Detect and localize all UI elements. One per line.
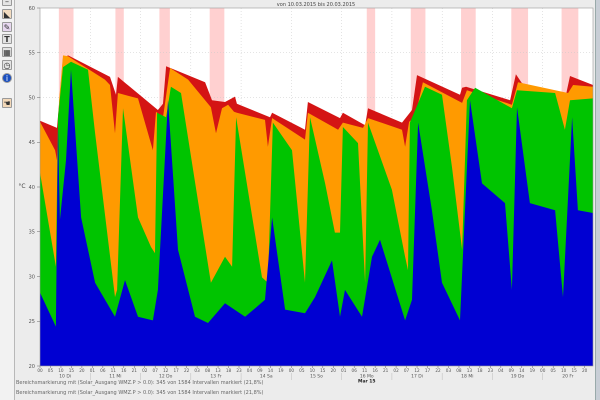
x-tick-label: 14 bbox=[519, 368, 525, 373]
window-border bbox=[595, 0, 600, 400]
day-label: 13 Fr bbox=[210, 374, 221, 380]
hand-icon[interactable]: ☚ bbox=[2, 98, 12, 108]
x-tick-label: 22 bbox=[184, 368, 190, 373]
chart-title: von 10.03.2015 bis 20.03.2015 bbox=[277, 2, 355, 8]
day-label: 19 Do bbox=[511, 374, 525, 380]
x-tick-label: 20 bbox=[79, 368, 85, 373]
x-tick-label: 20 bbox=[582, 368, 588, 373]
x-tick-label: 10 bbox=[310, 368, 316, 373]
y-axis-label: °C bbox=[18, 183, 25, 190]
x-tick-label: 09 bbox=[509, 368, 515, 373]
x-tick-label: 01 bbox=[341, 368, 347, 373]
month-label: Mar 15 bbox=[358, 379, 376, 385]
x-tick-label: 07 bbox=[404, 368, 410, 373]
area-chart-icon[interactable]: ◣ bbox=[2, 9, 12, 19]
y-tick-label: 50 bbox=[29, 95, 35, 101]
x-tick-label: 21 bbox=[132, 368, 138, 373]
y-tick-label: 25 bbox=[29, 319, 35, 325]
y-tick-label: 20 bbox=[29, 364, 35, 370]
x-tick-label: 05 bbox=[48, 368, 54, 373]
x-tick-label: 02 bbox=[393, 368, 399, 373]
x-tick-label: 23 bbox=[236, 368, 242, 373]
x-tick-label: 16 bbox=[372, 368, 378, 373]
grid-icon[interactable]: ▦ bbox=[2, 47, 12, 57]
day-label: 16 Mo bbox=[360, 374, 374, 380]
x-tick-label: 17 bbox=[173, 368, 179, 373]
y-tick-label: 35 bbox=[29, 230, 35, 236]
x-tick-label: 03 bbox=[446, 368, 452, 373]
y-tick-label: 60 bbox=[29, 6, 35, 12]
collapse-icon[interactable]: – bbox=[2, 0, 12, 6]
x-tick-label: 00 bbox=[540, 368, 546, 373]
x-tick-label: 06 bbox=[352, 368, 358, 373]
x-tick-label: 00 bbox=[37, 368, 43, 373]
day-label: 12 Do bbox=[159, 374, 173, 380]
x-tick-label: 22 bbox=[435, 368, 441, 373]
x-tick-label: 20 bbox=[331, 368, 337, 373]
x-tick-label: 18 bbox=[226, 368, 232, 373]
x-tick-label: 13 bbox=[215, 368, 221, 373]
x-tick-label: 06 bbox=[100, 368, 106, 373]
x-tick-label: 15 bbox=[320, 368, 326, 373]
x-tick-label: 11 bbox=[362, 368, 368, 373]
x-tick-label: 12 bbox=[414, 368, 420, 373]
x-tick-label: 07 bbox=[153, 368, 159, 373]
x-tick-label: 14 bbox=[268, 368, 274, 373]
y-tick-label: 55 bbox=[29, 51, 35, 57]
x-tick-label: 01 bbox=[90, 368, 96, 373]
x-tick-label: 16 bbox=[121, 368, 127, 373]
x-tick-label: 21 bbox=[383, 368, 389, 373]
x-tick-label: 05 bbox=[551, 368, 557, 373]
x-tick-label: 18 bbox=[477, 368, 483, 373]
clock-icon[interactable]: ◷ bbox=[2, 60, 12, 70]
x-tick-label: 15 bbox=[571, 368, 577, 373]
x-tick-label: 10 bbox=[561, 368, 567, 373]
day-label: 17 Di bbox=[411, 374, 423, 380]
text-icon[interactable]: T bbox=[2, 34, 12, 44]
x-tick-label: 11 bbox=[111, 368, 117, 373]
x-tick-label: 02 bbox=[142, 368, 148, 373]
x-tick-label: 10 bbox=[58, 368, 64, 373]
x-tick-label: 00 bbox=[289, 368, 295, 373]
x-tick-label: 23 bbox=[488, 368, 494, 373]
palette-icon[interactable]: ✎ bbox=[2, 22, 12, 32]
footer-status-2: Bereichsmarkierung mit (Solar_Ausgang WM… bbox=[16, 390, 264, 396]
x-tick-label: 19 bbox=[530, 368, 536, 373]
day-label: 20 Fr bbox=[562, 374, 573, 380]
x-tick-label: 04 bbox=[498, 368, 504, 373]
x-tick-label: 08 bbox=[205, 368, 211, 373]
x-tick-label: 12 bbox=[163, 368, 169, 373]
x-tick-label: 19 bbox=[278, 368, 284, 373]
day-label: 15 So bbox=[310, 374, 323, 380]
x-tick-label: 13 bbox=[467, 368, 473, 373]
footer-status-1: Bereichsmarkierung mit (Solar_Ausgang WM… bbox=[16, 380, 264, 386]
day-label: 10 Di bbox=[59, 374, 71, 380]
x-tick-label: 04 bbox=[247, 368, 253, 373]
series-area-blue bbox=[40, 69, 593, 367]
info-icon[interactable]: i bbox=[2, 73, 12, 83]
chart-toolbar: – ◣ ✎ T ▦ ◷ i ☚ bbox=[0, 0, 15, 400]
x-tick-label: 17 bbox=[425, 368, 431, 373]
x-tick-label: 03 bbox=[194, 368, 200, 373]
x-tick-label: 09 bbox=[257, 368, 263, 373]
x-tick-label: 08 bbox=[456, 368, 462, 373]
y-tick-label: 45 bbox=[29, 140, 35, 146]
y-tick-label: 30 bbox=[29, 274, 35, 280]
day-label: 18 Mi bbox=[461, 374, 473, 380]
day-label: 11 Mi bbox=[109, 374, 121, 380]
x-tick-label: 05 bbox=[299, 368, 305, 373]
day-label: 14 Sa bbox=[260, 374, 273, 380]
y-tick-label: 40 bbox=[29, 185, 35, 191]
x-tick-label: 15 bbox=[69, 368, 75, 373]
